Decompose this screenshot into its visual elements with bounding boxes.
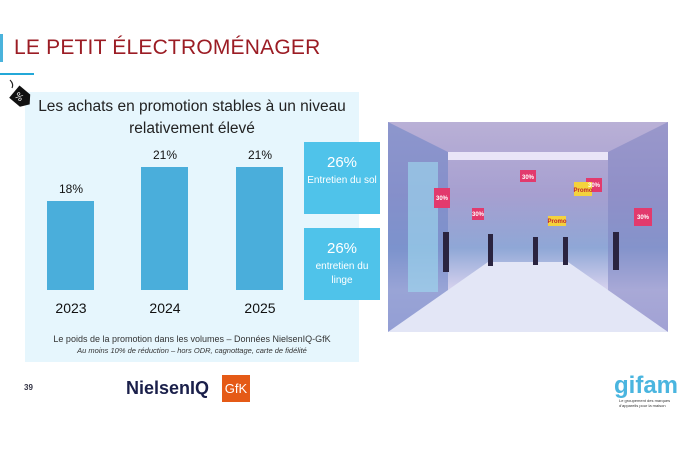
data-label: 21% <box>247 148 273 162</box>
highlight-floor-care: 26% Entretien du sol <box>304 142 380 214</box>
photo-sign: 30% <box>472 212 485 218</box>
title-underline <box>0 73 34 75</box>
category-label: 2023 <box>55 300 87 316</box>
chart-source: Le poids de la promotion dans les volume… <box>53 334 331 344</box>
highlight-value: 26% <box>326 240 358 257</box>
nielseniq-logo: NielsenIQ <box>126 378 210 398</box>
category-label: 2024 <box>149 300 181 316</box>
page-title: LE PETIT ÉLECTROMÉNAGER <box>14 36 321 59</box>
bar-2025 <box>236 167 283 290</box>
highlight-value: 26% <box>326 154 358 171</box>
highlight-label: entretien du linge <box>315 261 369 286</box>
bar-2023 <box>47 200 94 290</box>
highlight-label: Entretien du sol <box>307 175 377 186</box>
photo-sign: 30% <box>522 175 535 181</box>
photo-sign: 30% <box>436 196 449 202</box>
gifam-tagline: Le groupement des marques d'appareils po… <box>619 398 671 408</box>
gfk-logo: GfK <box>222 375 250 402</box>
photo-sign: Promo <box>547 219 566 225</box>
data-label: 18% <box>58 181 84 196</box>
photo-sign: 30% <box>637 215 650 221</box>
page-number: 39 <box>24 383 33 392</box>
store-photo: 30% 30% 30% 30% 30% Promo Promo <box>388 122 668 332</box>
chart-note: Au moins 10% de réduction – hors ODR, ca… <box>77 346 307 355</box>
photo-sign: 30% <box>588 183 601 189</box>
bar-2024 <box>141 167 188 290</box>
category-label: 2025 <box>244 300 276 316</box>
data-label: 21% <box>152 148 178 162</box>
photo-sign: Promo <box>573 188 592 194</box>
highlight-laundry-care: 26% entretien du linge <box>304 228 380 300</box>
chart-headline: Les achats en promotion stables à un niv… <box>38 98 346 137</box>
title-accent-bar <box>0 34 3 62</box>
gifam-logo: gifam <box>614 372 679 399</box>
percent-price-tag-icon: % <box>9 79 31 107</box>
